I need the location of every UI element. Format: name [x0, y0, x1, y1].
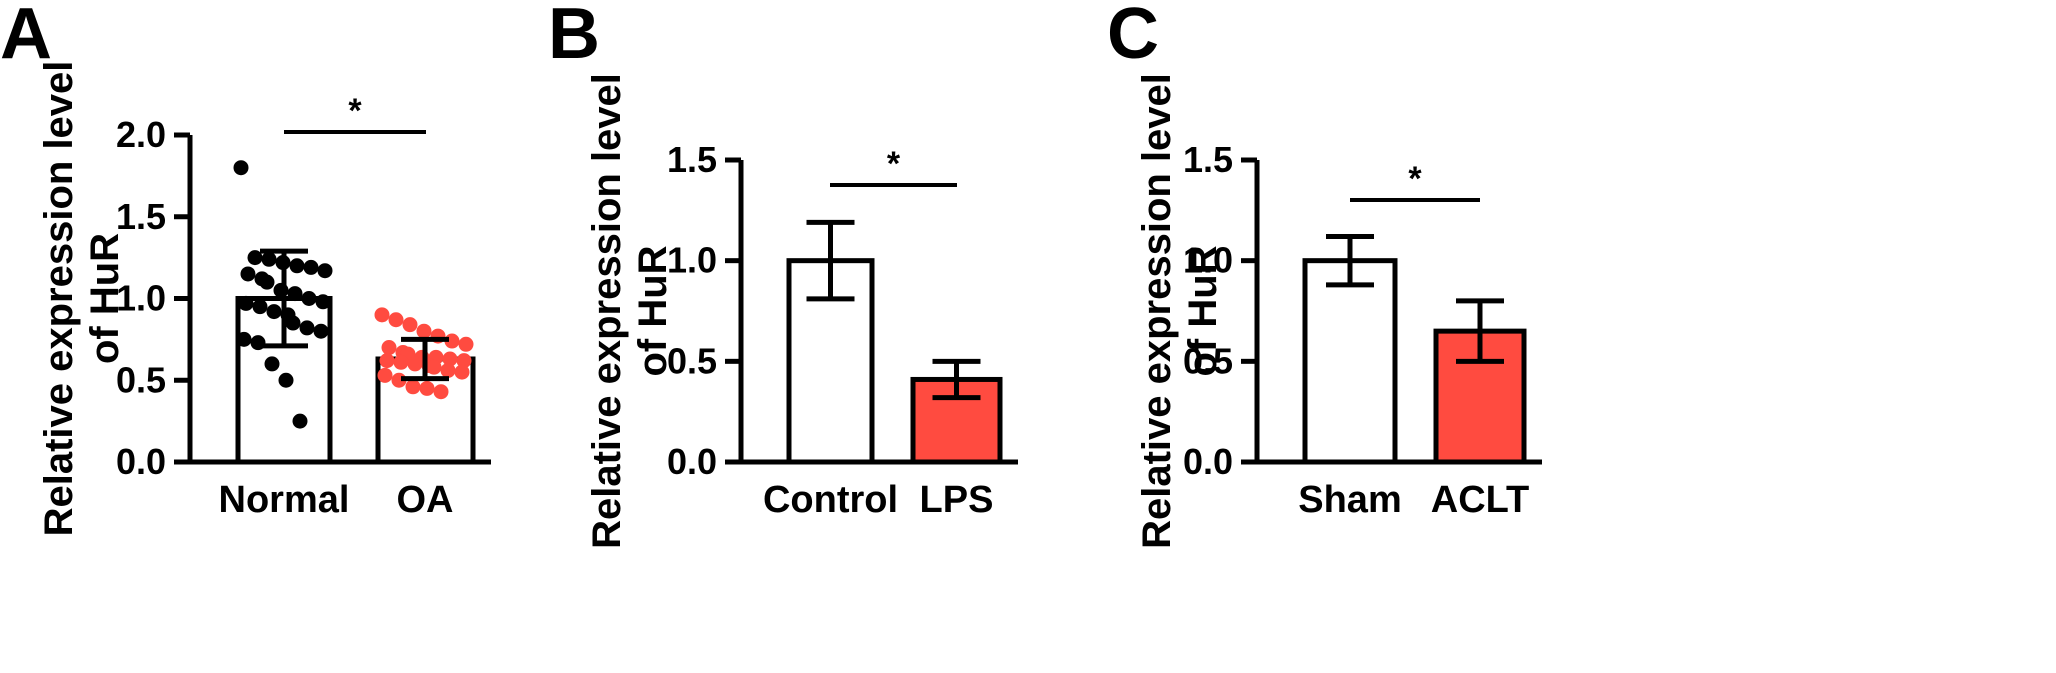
y-tick-label: 0.5 — [116, 359, 166, 400]
data-point — [315, 294, 331, 310]
data-point — [264, 356, 280, 372]
data-point — [374, 307, 390, 323]
panel-letter: B — [548, 0, 600, 74]
y-tick-label: 1.5 — [667, 139, 717, 180]
data-point — [303, 259, 319, 275]
y-tick-label: 1.0 — [116, 278, 166, 319]
y-axis-label-line: Relative expression level — [37, 61, 81, 537]
data-point — [289, 258, 305, 274]
data-point — [287, 286, 303, 302]
data-point — [402, 317, 418, 333]
data-point — [454, 364, 470, 380]
significance-star: * — [1408, 160, 1422, 198]
error-bar — [401, 336, 449, 382]
data-point — [236, 331, 252, 347]
x-tick-label: Sham — [1298, 479, 1401, 521]
panel-letter: C — [1107, 0, 1159, 74]
data-point — [393, 354, 409, 370]
error-bar — [932, 358, 981, 401]
data-point — [299, 320, 315, 336]
data-point — [426, 359, 442, 375]
data-point — [419, 380, 435, 396]
error-bar — [806, 219, 855, 302]
data-point — [261, 251, 277, 267]
data-point — [458, 336, 474, 352]
data-point — [456, 353, 472, 369]
significance-star: * — [348, 92, 362, 130]
y-tick-label: 1.5 — [1183, 139, 1233, 180]
data-point — [379, 353, 395, 369]
data-point — [238, 295, 254, 311]
data-point — [405, 379, 421, 395]
data-point — [416, 323, 432, 339]
data-point — [292, 413, 308, 429]
y-axis-label: Relative expression level of HuR — [37, 61, 127, 537]
data-point — [377, 367, 393, 383]
error-bar — [1456, 298, 1504, 364]
y-tick-label: 0.5 — [667, 340, 717, 381]
y-tick-label: 2.0 — [116, 114, 166, 155]
data-point — [388, 312, 404, 328]
data-point — [240, 266, 256, 282]
error-bar — [260, 248, 308, 349]
data-point — [266, 304, 282, 320]
y-tick-label: 1.0 — [1183, 240, 1233, 281]
x-tick-label: LPS — [920, 479, 994, 521]
data-point — [259, 274, 275, 290]
y-tick-label: 0.0 — [116, 441, 166, 482]
y-axis-label-line: of HuR — [83, 233, 127, 364]
y-axis-label-line: Relative expression level — [585, 73, 629, 549]
y-tick-label: 1.5 — [116, 196, 166, 237]
data-point — [247, 250, 263, 266]
data-point — [433, 384, 449, 400]
bar-sham — [1302, 258, 1398, 465]
y-axis-label-line: of HuR — [631, 245, 675, 376]
y-axis-label-line: Relative expression level — [1135, 73, 1179, 549]
y-tick-label: 0.0 — [667, 441, 717, 482]
x-tick-label: Normal — [219, 479, 350, 521]
y-tick-label: 1.0 — [667, 240, 717, 281]
data-point — [440, 362, 456, 378]
data-point — [285, 315, 301, 331]
data-point — [381, 340, 397, 356]
data-point — [317, 263, 333, 279]
data-point — [407, 356, 423, 372]
significance-star: * — [887, 145, 901, 183]
data-point — [233, 160, 249, 176]
data-point — [278, 372, 294, 388]
data-point — [442, 351, 458, 367]
y-axis-label: Relative expression level of HuR — [1135, 73, 1225, 549]
data-point — [313, 323, 329, 339]
error-bar — [1326, 234, 1374, 288]
y-tick-label: 0.5 — [1183, 340, 1233, 381]
x-tick-label: ACLT — [1431, 479, 1530, 521]
y-axis-label-line: of HuR — [1181, 245, 1225, 376]
data-point — [301, 291, 317, 306]
x-tick-label: OA — [397, 479, 454, 521]
data-point — [252, 299, 268, 315]
y-axis-label: Relative expression level of HuR — [585, 73, 675, 549]
y-tick-label: 0.0 — [1183, 441, 1233, 482]
x-tick-label: Control — [763, 479, 898, 521]
panel-letter: A — [0, 0, 52, 74]
